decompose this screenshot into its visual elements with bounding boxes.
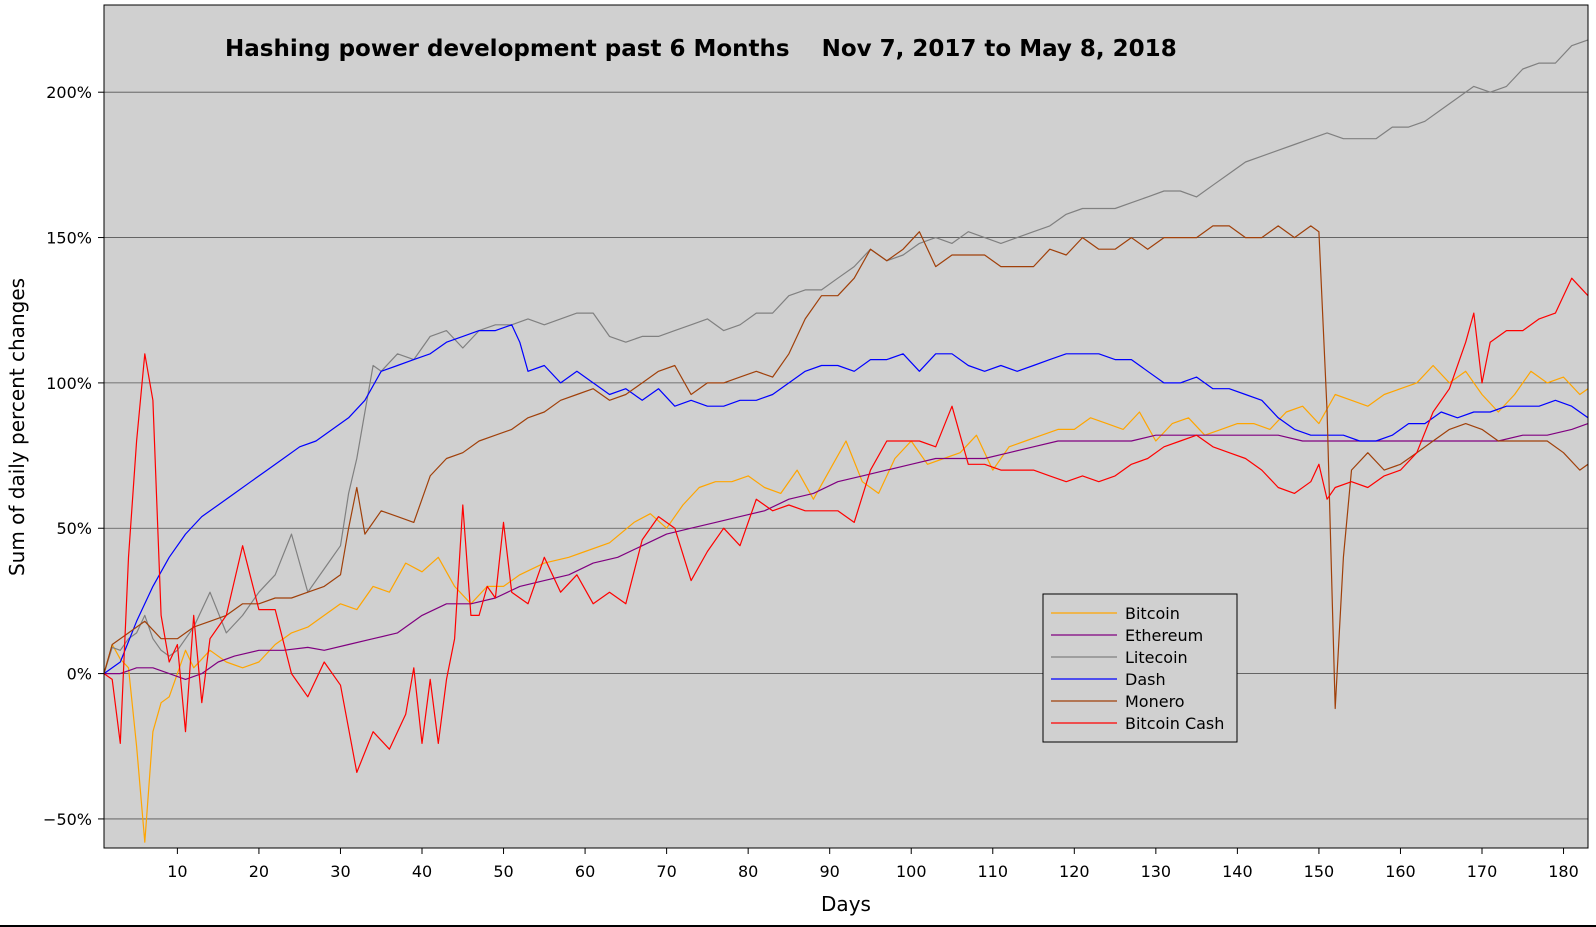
x-tick-label: 60 <box>575 862 595 881</box>
legend-label-bitcoin-cash: Bitcoin Cash <box>1125 714 1224 733</box>
series-line-litecoin <box>103 39 1589 674</box>
x-tick-label: 180 <box>1548 862 1579 881</box>
y-tick-label: 200% <box>46 83 92 102</box>
x-axis-label: Days <box>821 892 871 916</box>
x-tick-label: 120 <box>1059 862 1090 881</box>
y-tick-label: −50% <box>43 810 92 829</box>
x-tick-label: 140 <box>1222 862 1253 881</box>
legend-label-litecoin: Litecoin <box>1125 648 1188 667</box>
x-tick-label: 90 <box>820 862 840 881</box>
x-tick-label: 20 <box>249 862 269 881</box>
legend: Bitcoin Ethereum Litecoin Dash Monero Bitcoin… <box>1042 593 1238 743</box>
x-tick-label: 160 <box>1385 862 1416 881</box>
x-tick-label: 10 <box>167 862 187 881</box>
bottom-rule <box>0 925 1596 927</box>
legend-box <box>1042 593 1238 743</box>
grid-lines <box>104 91 1588 820</box>
plot-area <box>104 5 1588 848</box>
x-tick-label: 30 <box>330 862 350 881</box>
x-tick-label: 110 <box>977 862 1008 881</box>
legend-label-ethereum: Ethereum <box>1125 626 1203 645</box>
legend-label-monero: Monero <box>1125 692 1185 711</box>
x-tick-label: 80 <box>738 862 758 881</box>
series-line-bitcoin <box>103 364 1589 843</box>
y-axis-label: Sum of daily percent changes <box>5 278 29 576</box>
series-line-ethereum <box>104 423 1589 681</box>
series-lines <box>103 39 1589 843</box>
y-tick-label: 50% <box>56 519 92 538</box>
legend-label-bitcoin: Bitcoin <box>1125 604 1180 623</box>
x-tick-label: 170 <box>1467 862 1498 881</box>
x-tick-label: 150 <box>1304 862 1335 881</box>
x-tick-label: 50 <box>493 862 513 881</box>
y-tick-label: 150% <box>46 229 92 248</box>
x-tick-label: 100 <box>896 862 927 881</box>
y-tick-label: 100% <box>46 374 92 393</box>
legend-label-dash: Dash <box>1125 670 1166 689</box>
series-line-monero <box>103 225 1589 710</box>
x-axis: 10 20 30 40 50 60 70 80 90 100 110 120 130 140 150 160 1… <box>167 848 1579 881</box>
plot-frame <box>103 4 1589 849</box>
x-tick-label: 130 <box>1141 862 1172 881</box>
chart-title: Hashing power development past 6 Months … <box>225 36 1177 62</box>
y-axis: −50% 0% 50% 100% 150% 200% <box>43 83 104 829</box>
y-tick-label: 0% <box>67 665 92 684</box>
x-tick-label: 40 <box>412 862 432 881</box>
x-tick-label: 70 <box>656 862 676 881</box>
series-line-bitcoin-cash <box>103 277 1589 774</box>
series-line-dash <box>103 324 1589 675</box>
